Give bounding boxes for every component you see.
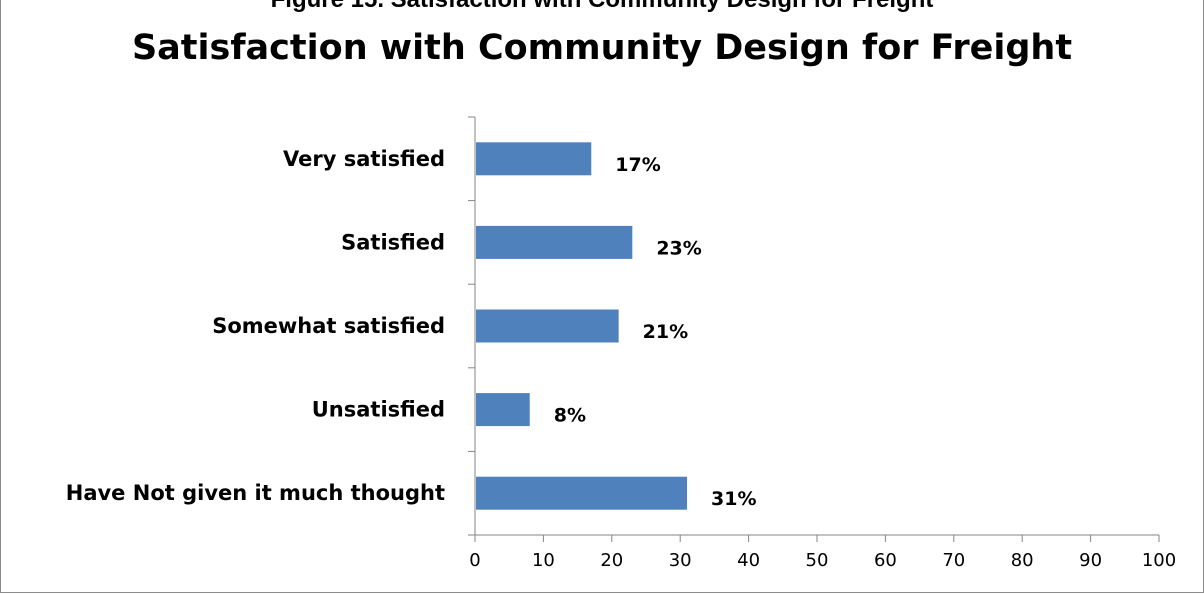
x-tick-label: 30	[669, 550, 692, 571]
x-tick-label: 80	[1011, 550, 1034, 571]
bar	[476, 309, 619, 343]
x-tick-label: 40	[737, 550, 760, 571]
category-label: Have Not given it much thought	[66, 481, 445, 505]
chart-title: Satisfaction with Community Design for F…	[131, 28, 1073, 68]
bar	[476, 476, 688, 510]
data-label: 21%	[643, 321, 688, 343]
bar	[476, 142, 592, 176]
data-label: 31%	[711, 488, 756, 510]
x-tick-label: 100	[1142, 550, 1176, 571]
data-label: 17%	[615, 154, 660, 176]
x-tick-label: 0	[469, 550, 480, 571]
category-label: Very satisfied	[283, 147, 445, 171]
x-tick-label: 60	[874, 550, 897, 571]
data-label: 8%	[554, 405, 586, 427]
x-tick-label: 90	[1079, 550, 1102, 571]
x-tick-label: 20	[600, 550, 623, 571]
category-label: Unsatisfied	[312, 398, 445, 422]
x-tick-label: 50	[806, 550, 829, 571]
category-label: Somewhat satisfied	[212, 314, 445, 338]
data-label: 23%	[656, 237, 701, 259]
x-tick-label: 70	[942, 550, 965, 571]
category-label: Satisfied	[341, 230, 445, 254]
clipped-caption: Figure 15. Satisfaction with Community D…	[0, 0, 1204, 14]
bar	[476, 393, 530, 427]
bar	[476, 225, 633, 259]
x-tick-label: 10	[532, 550, 555, 571]
